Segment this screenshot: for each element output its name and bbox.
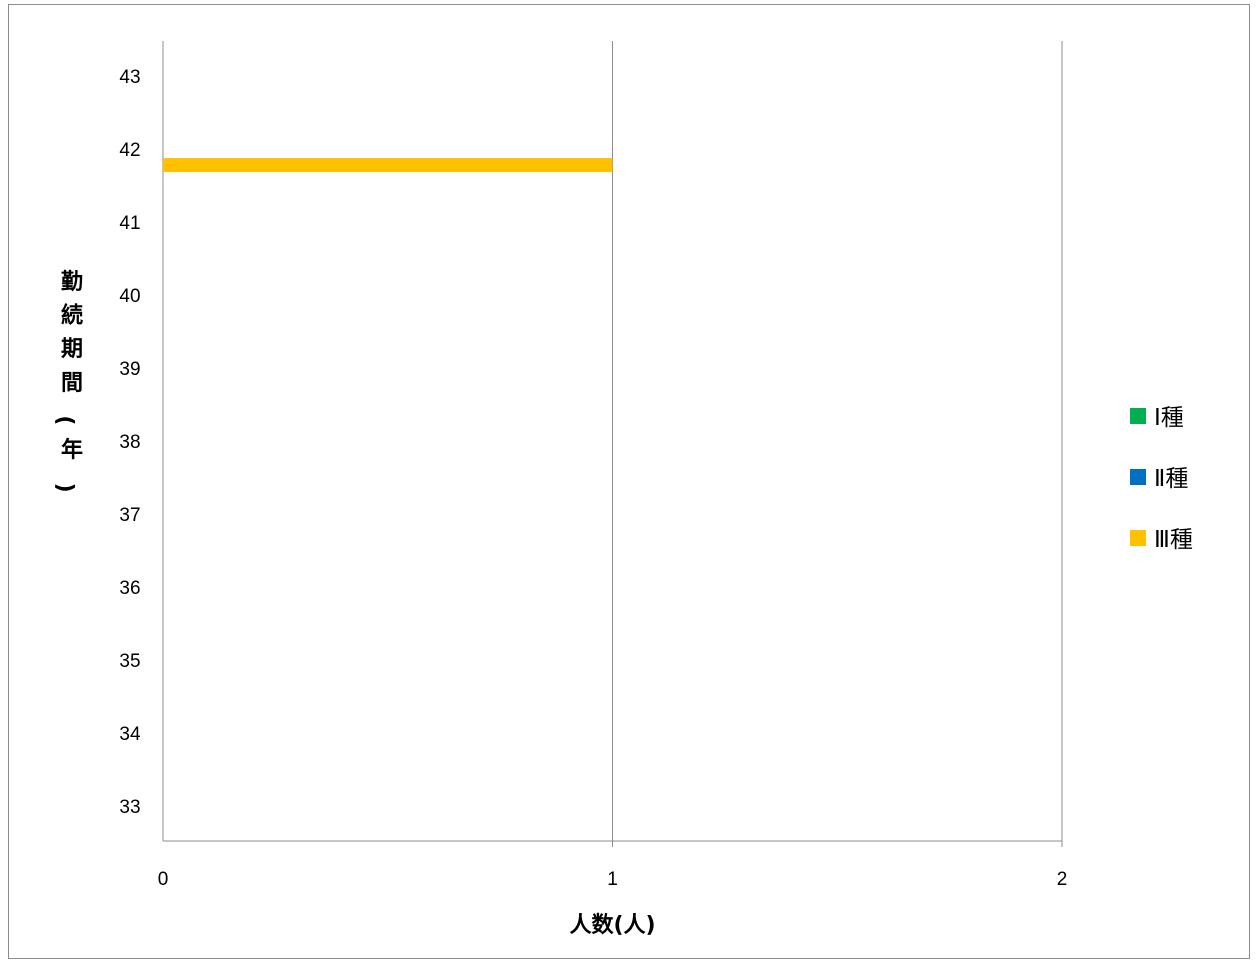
- y-tick-label: 40: [119, 286, 140, 307]
- bar-42: [163, 158, 613, 173]
- x-axis-title: 人数(人): [569, 912, 655, 938]
- y-tick-labels: 33 34 35 36 37 38 39 40 41 42 43: [119, 67, 141, 818]
- bar-chart: 33 34 35 36 37 38 39 40 41 42 43 0 1 2 人数(人) 勤続期間(年)…: [52, 41, 1193, 938]
- x-tick-label: 2: [1057, 869, 1068, 890]
- legend-label: Ⅲ種: [1154, 527, 1193, 553]
- y-tick-label: 43: [119, 67, 140, 88]
- legend-label: Ⅱ種: [1154, 466, 1188, 492]
- y-tick-label: 42: [119, 140, 140, 161]
- legend-swatch: [1130, 469, 1146, 485]
- y-axis-title: 勤続期間(年): [52, 269, 83, 493]
- legend-label: Ⅰ種: [1154, 405, 1184, 431]
- legend-item: Ⅱ種: [1130, 466, 1188, 492]
- x-tick-label: 1: [607, 869, 618, 890]
- y-tick-label: 41: [119, 213, 140, 234]
- y-tick-label: 33: [119, 797, 140, 818]
- y-tick-label: 35: [119, 651, 140, 672]
- grid-lines: [162, 41, 1063, 847]
- legend: Ⅰ種 Ⅱ種 Ⅲ種: [1130, 405, 1193, 553]
- legend-item: Ⅲ種: [1130, 527, 1193, 553]
- bars: [163, 158, 613, 173]
- y-tick-label: 38: [119, 432, 140, 453]
- x-tick-label: 0: [158, 869, 169, 890]
- y-tick-label: 36: [119, 578, 140, 599]
- legend-item: Ⅰ種: [1130, 405, 1184, 431]
- legend-swatch: [1130, 408, 1146, 424]
- y-tick-label: 37: [119, 505, 140, 526]
- x-tick-labels: 0 1 2: [158, 869, 1068, 890]
- y-tick-label: 39: [119, 359, 140, 380]
- legend-swatch: [1130, 530, 1146, 546]
- y-tick-label: 34: [119, 724, 141, 745]
- chart-frame: 33 34 35 36 37 38 39 40 41 42 43 0 1 2 人数(人) 勤続期間(年)…: [8, 4, 1250, 959]
